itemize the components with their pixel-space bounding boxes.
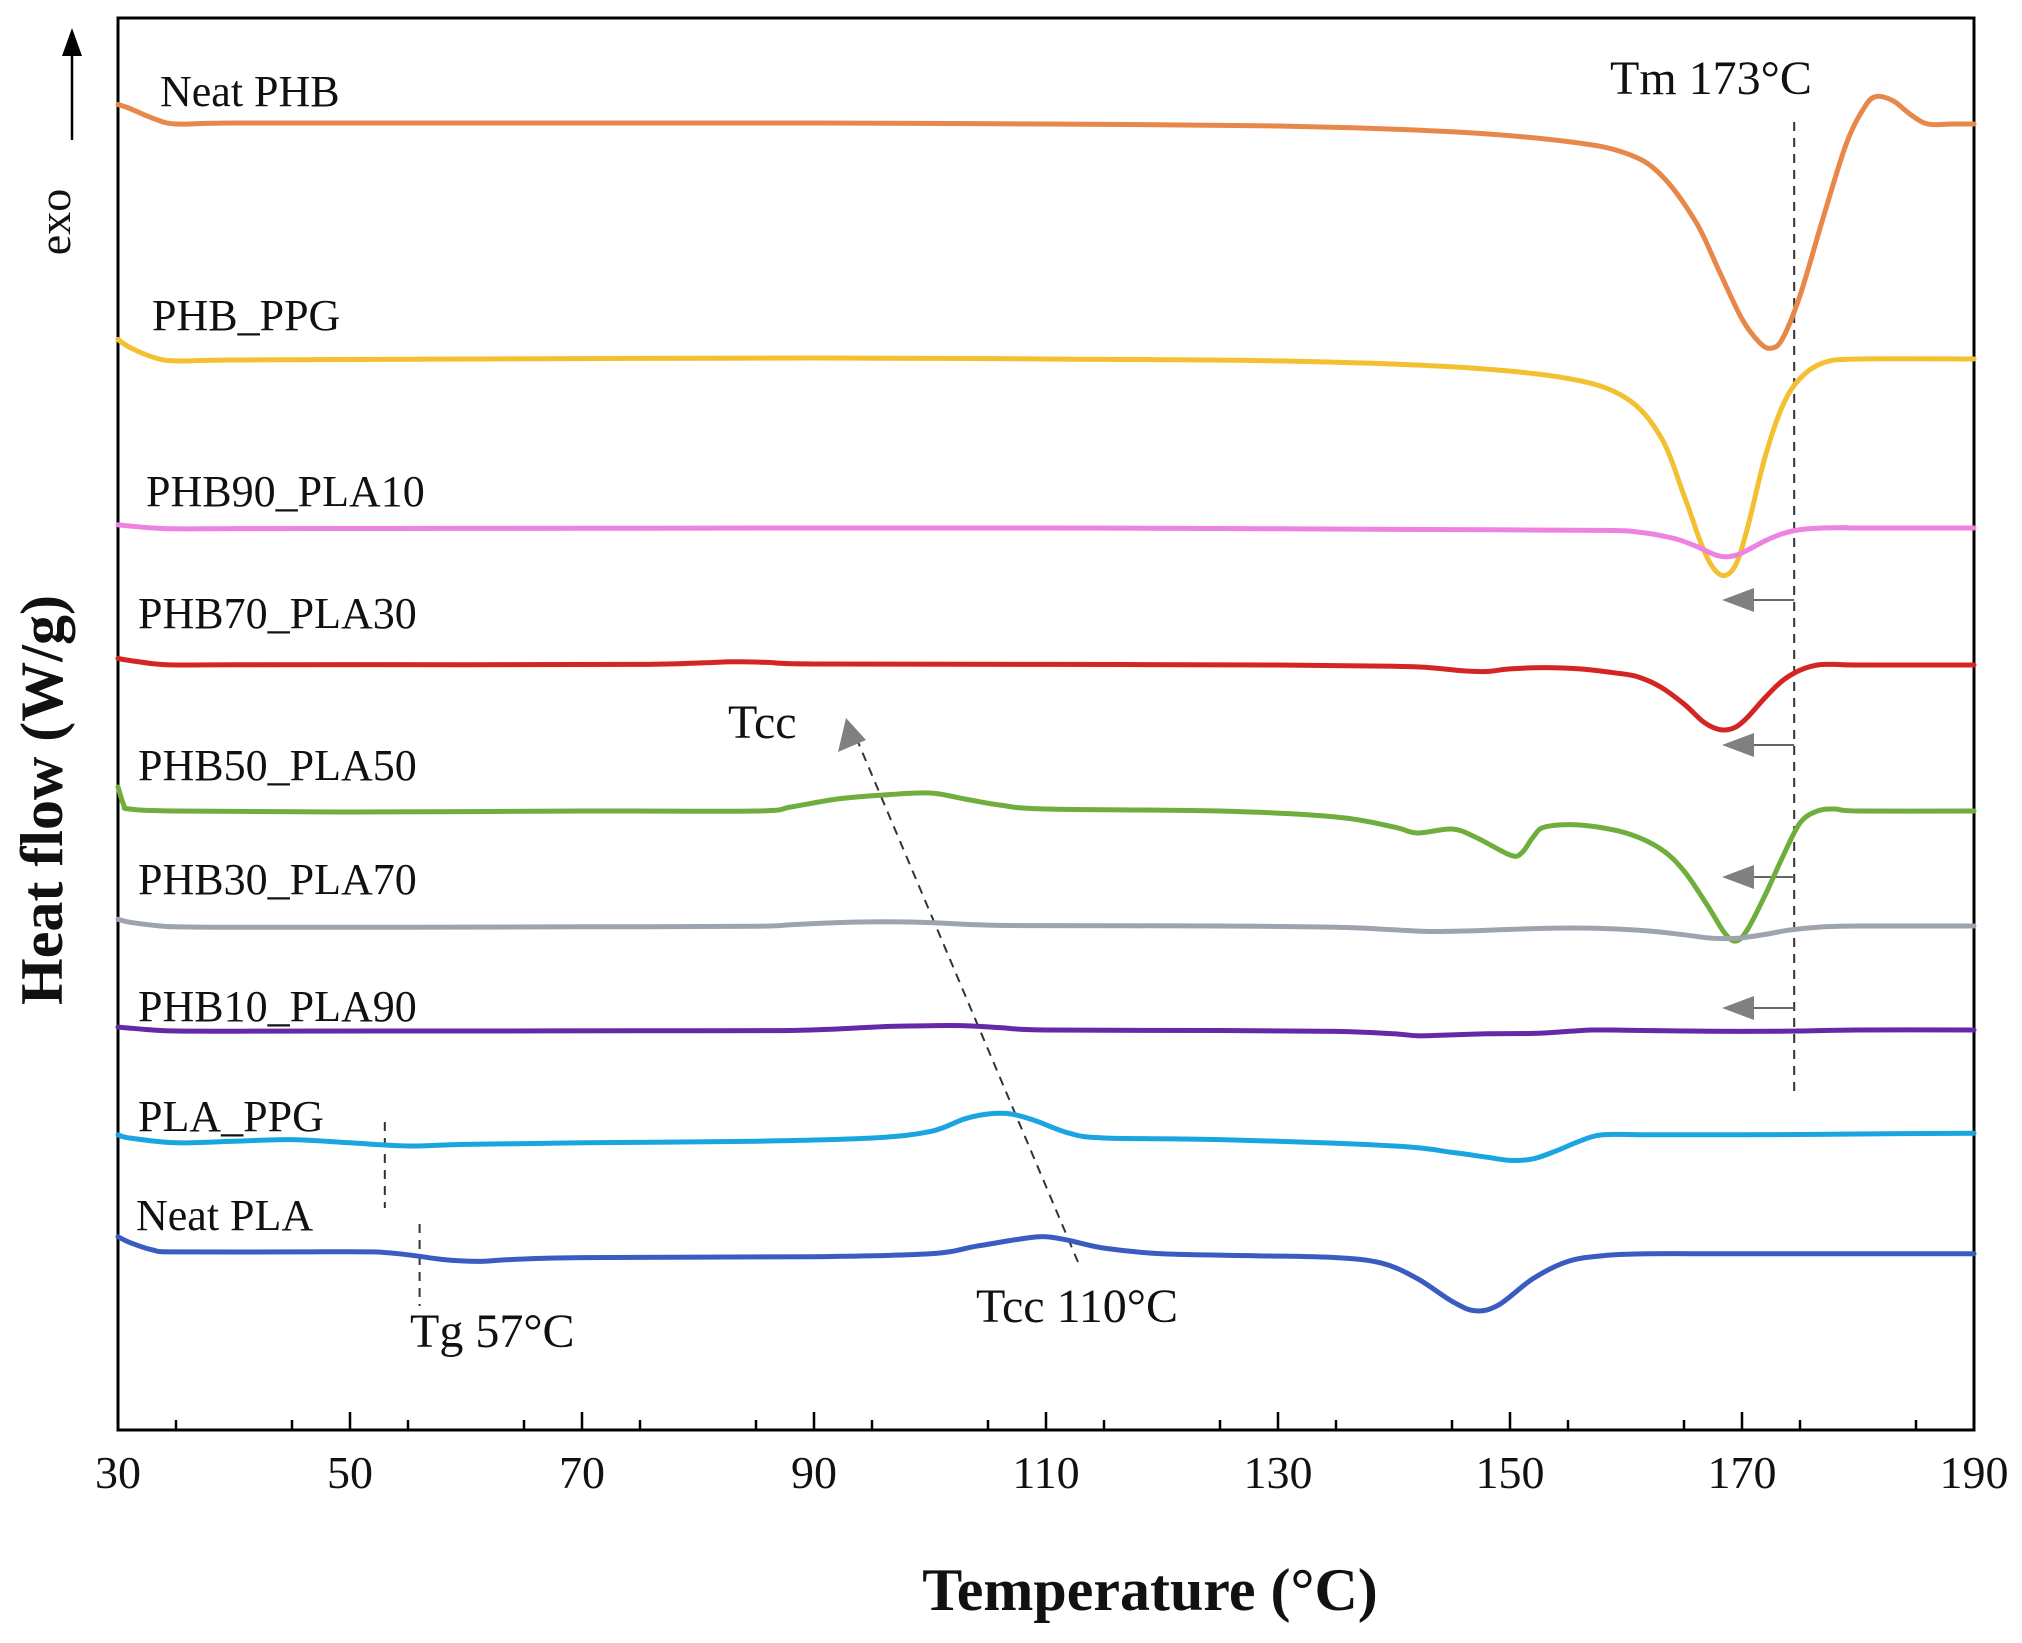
- arrow-phb70-pla30-head: [1722, 733, 1754, 757]
- series-line-phb-ppg: [115, 337, 1977, 579]
- x-tick-label-190: 190: [1940, 1447, 2009, 1498]
- arrow-phb50-pla50-head: [1722, 865, 1754, 889]
- x-tick-label-70: 70: [559, 1447, 605, 1498]
- annotations-layer: [383, 122, 1796, 1306]
- x-tick-label-30: 30: [95, 1447, 141, 1498]
- arrow-phb90-pla10-head: [1722, 588, 1754, 612]
- plot-frame: [116, 16, 1976, 1432]
- x-tick-label-90: 90: [791, 1447, 837, 1498]
- series-line-neat-phb: [115, 93, 1977, 351]
- x-tick-label-170: 170: [1708, 1447, 1777, 1498]
- series-line-phb50-pla50: [115, 784, 1977, 944]
- y-axis-title: Heat flow (W/g): [9, 595, 75, 1005]
- series-label-phb30-pla70: PHB30_PLA70: [138, 855, 417, 904]
- series-line-phb70-pla30: [115, 656, 1977, 733]
- series-label-phb-ppg: PHB_PPG: [152, 291, 340, 340]
- series-label-neat-phb: Neat PHB: [160, 67, 340, 116]
- series-label-neat-pla: Neat PLA: [136, 1191, 313, 1240]
- x-tick-label-50: 50: [327, 1447, 373, 1498]
- x-axis-title: Temperature (°C): [922, 1557, 1378, 1623]
- series-line-phb10-pla90: [115, 1023, 1977, 1039]
- series-label-phb50-pla50: PHB50_PLA50: [138, 741, 417, 790]
- series-line-phb90-pla10: [115, 522, 1977, 560]
- series-line-neat-pla: [115, 1234, 1977, 1314]
- series-label-phb10-pla90: PHB10_PLA90: [138, 982, 417, 1031]
- series-labels: Neat PHB PHB_PPG PHB90_PLA10 PHB70_PLA30 PHB…: [136, 67, 425, 1240]
- exo-indicator: exo: [29, 28, 82, 255]
- series-line-pla-ppg: [115, 1110, 1977, 1164]
- tcc-trend-arrowhead: [838, 718, 866, 752]
- tg-annotation: Tg 57°C: [410, 1305, 575, 1358]
- tcc-bottom-annotation: Tcc 110°C: [976, 1280, 1178, 1333]
- x-axis-ticks: 30 50 70 90 110 130 150 170 190: [95, 1412, 2009, 1498]
- exo-arrow-head: [62, 28, 82, 56]
- tm-annotation: Tm 173°C: [1610, 52, 1812, 105]
- series-label-pla-ppg: PLA_PPG: [138, 1092, 324, 1141]
- tcc-top-annotation: Tcc: [728, 696, 797, 749]
- x-tick-label-150: 150: [1476, 1447, 1545, 1498]
- tcc-trend-line: [857, 741, 1079, 1263]
- series-label-phb70-pla30: PHB70_PLA30: [138, 589, 417, 638]
- arrow-phb30-pla70-head: [1722, 996, 1754, 1020]
- x-tick-label-110: 110: [1012, 1447, 1079, 1498]
- series-label-phb90-pla10: PHB90_PLA10: [146, 467, 425, 516]
- series-line-phb30-pla70: [115, 916, 1977, 942]
- series-layer: [115, 93, 1977, 1314]
- x-tick-label-130: 130: [1244, 1447, 1313, 1498]
- exo-label: exo: [29, 189, 80, 255]
